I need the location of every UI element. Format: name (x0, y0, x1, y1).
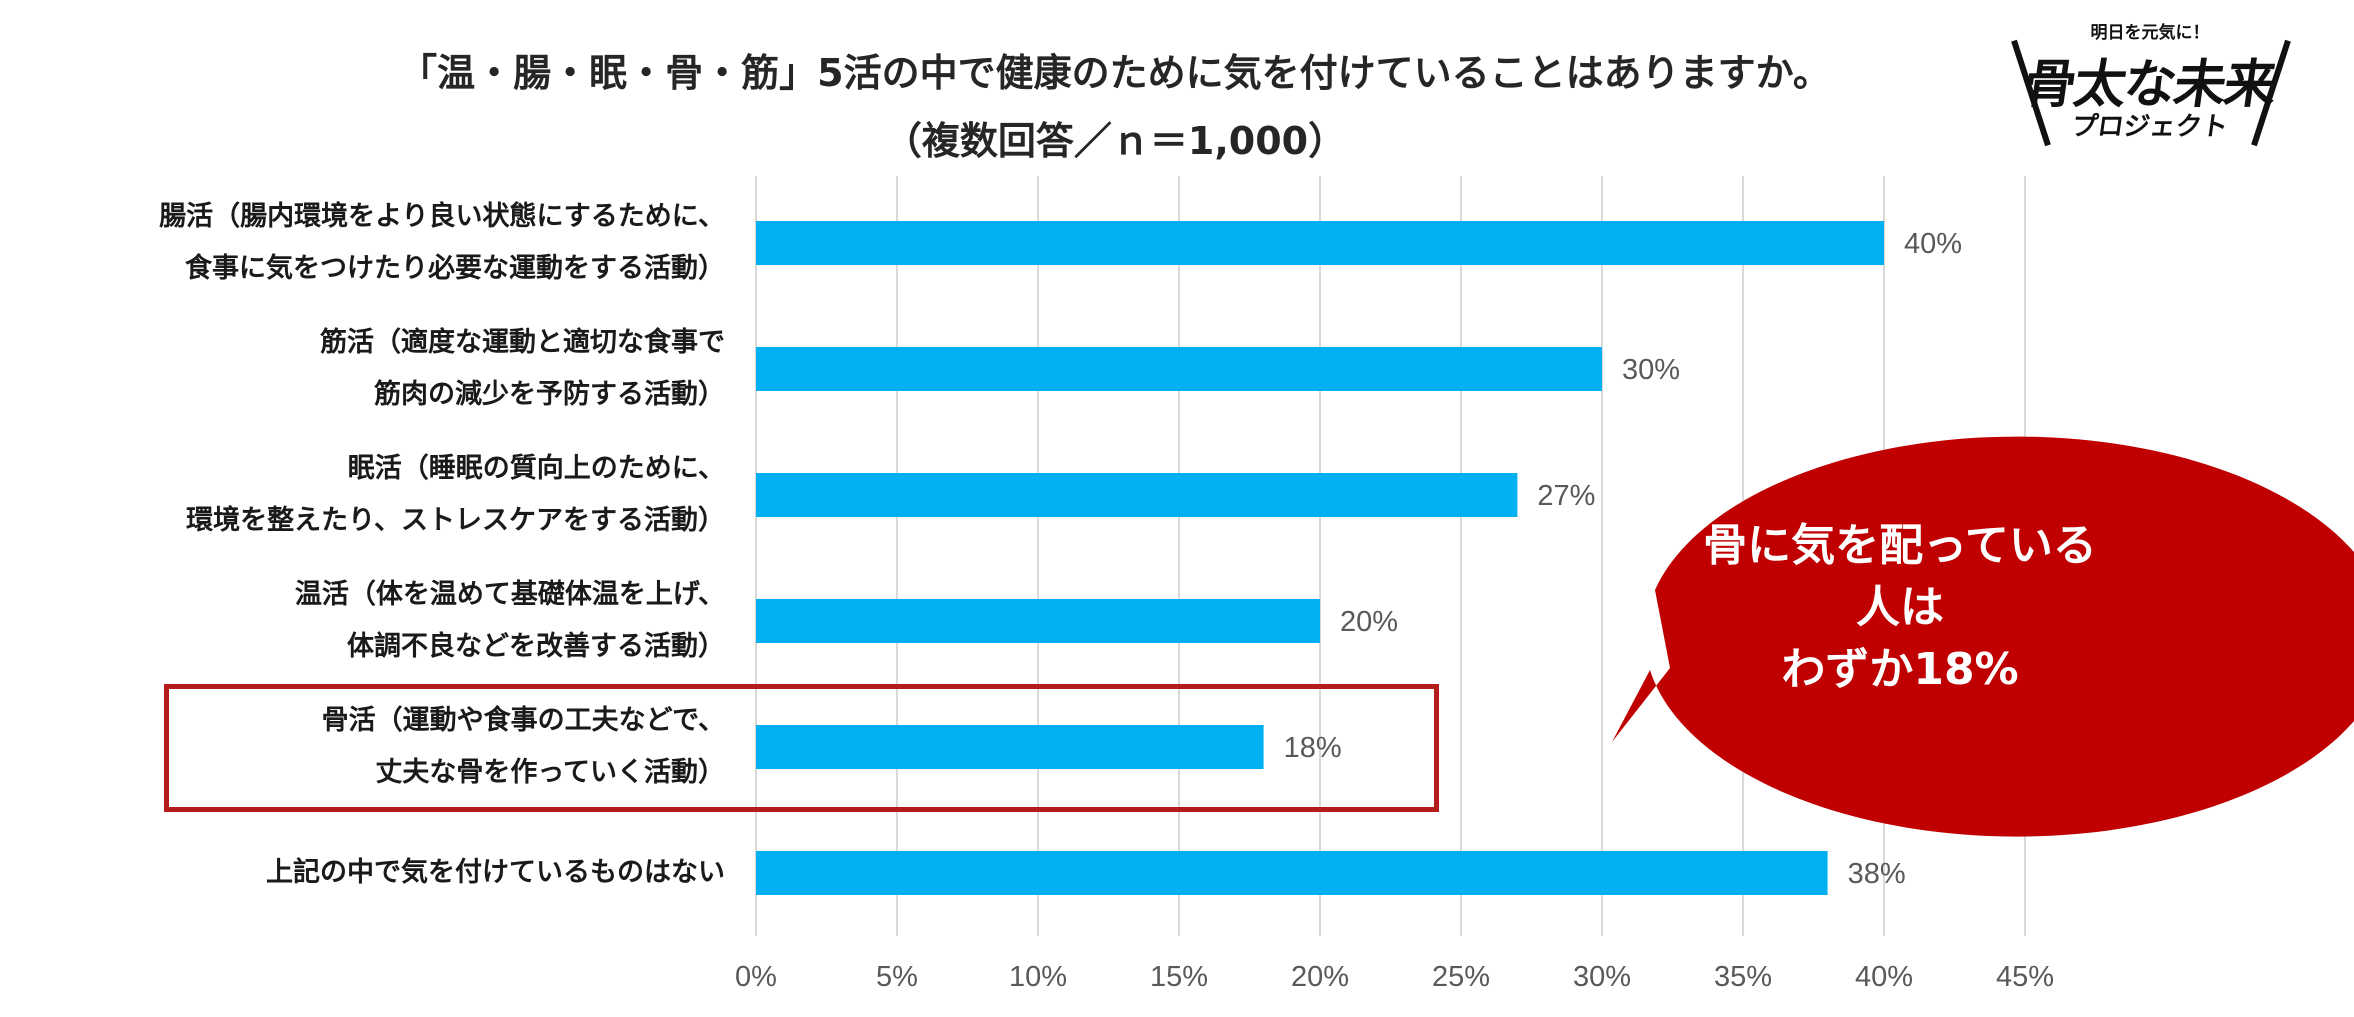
logo-tagline: 明日を元気に！ (2090, 23, 2210, 43)
x-tick-label: 30% (1573, 961, 1631, 993)
x-tick-label: 10% (1009, 961, 1067, 993)
category-label-line: 眠活（睡眠の質向上のために、 (347, 453, 725, 484)
x-tick-label: 40% (1855, 961, 1913, 993)
value-label: 27% (1537, 480, 1595, 512)
bar (756, 725, 1264, 769)
category-label: 筋活（適度な運動と適切な食事で筋肉の減少を予防する活動） (20, 317, 725, 421)
category-label-line: 体調不良などを改善する活動） (347, 631, 725, 662)
chart-subtitle: （複数回答／ｎ＝1,000） (883, 119, 1347, 163)
x-tick-label: 20% (1291, 961, 1349, 993)
x-tick-label: 25% (1432, 961, 1490, 993)
category-label: 上記の中で気を付けているものはない (20, 847, 725, 899)
x-tick-label: 5% (876, 961, 918, 993)
x-tick-label: 45% (1996, 961, 2054, 993)
category-label-line: 骨活（運動や食事の工夫などで、 (321, 705, 725, 736)
category-label-line: 環境を整えたり、ストレスケアをする活動） (186, 505, 725, 536)
bar (756, 473, 1518, 517)
category-label-line: 筋活（適度な運動と適切な食事で (320, 327, 725, 358)
category-label-line: 丈夫な骨を作っていく活動） (375, 757, 725, 788)
x-tick-label: 0% (735, 961, 777, 993)
callout-text: 骨に気を配っている人は わずか18% (1690, 515, 2110, 701)
bar (756, 599, 1320, 643)
x-tick-label: 15% (1150, 961, 1208, 993)
category-label-line: 筋肉の減少を予防する活動） (374, 379, 725, 410)
category-label-line: 腸活（腸内環境をより良い状態にするために、 (159, 201, 725, 232)
value-label: 38% (1848, 858, 1906, 890)
category-label-line: 温活（体を温めて基礎体温を上げ、 (294, 579, 725, 610)
x-tick-label: 35% (1714, 961, 1772, 993)
bar (756, 851, 1828, 895)
callout-line1: 骨に気を配っている人は (1703, 520, 2097, 633)
category-label-line: 食事に気をつけたり必要な運動をする活動） (185, 253, 725, 284)
category-label-line: 上記の中で気を付けているものはない (266, 857, 725, 888)
value-label: 18% (1284, 732, 1342, 764)
value-label: 20% (1340, 606, 1398, 638)
category-label: 眠活（睡眠の質向上のために、環境を整えたり、ストレスケアをする活動） (20, 443, 725, 547)
category-label: 腸活（腸内環境をより良い状態にするために、食事に気をつけたり必要な運動をする活動… (20, 191, 725, 295)
category-label: 骨活（運動や食事の工夫などで、丈夫な骨を作っていく活動） (20, 695, 725, 799)
bar (756, 221, 1884, 265)
highlight-box (164, 684, 1439, 812)
callout-shape (1612, 436, 2354, 837)
chart-title: 「温・腸・眠・骨・筋」5活の中で健康のために気を付けていることはありますか。 (399, 51, 1831, 95)
bar (756, 347, 1602, 391)
project-logo: 明日を元気に！ 骨太な未来 プロジェクト (2010, 14, 2291, 147)
category-label: 温活（体を温めて基礎体温を上げ、体調不良などを改善する活動） (20, 569, 725, 673)
value-label: 30% (1622, 354, 1680, 386)
callout-line2: わずか18% (1781, 644, 2019, 695)
value-label: 40% (1904, 228, 1962, 260)
